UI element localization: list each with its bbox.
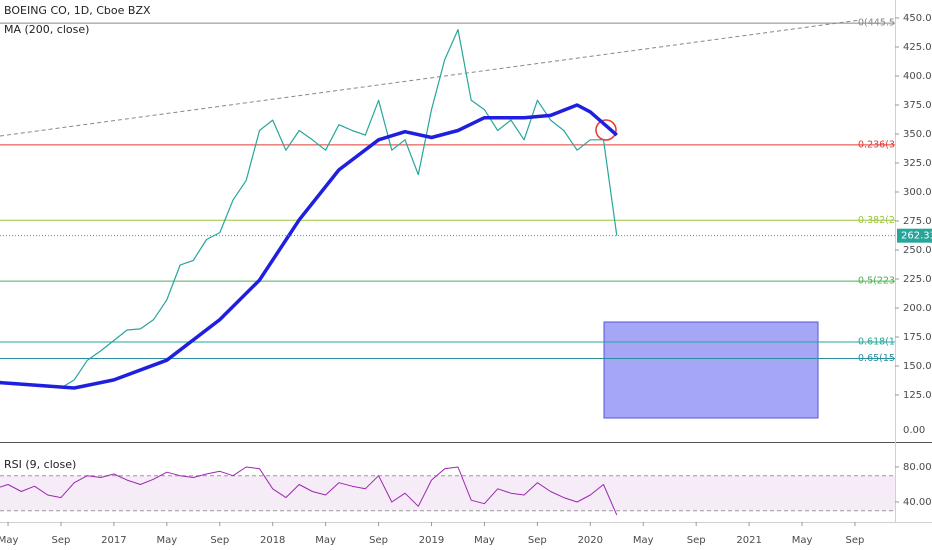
rsi-title: RSI (9, close) xyxy=(4,458,76,471)
fib-label: 0(445.53) xyxy=(858,18,905,29)
x-tick-label: Sep xyxy=(528,535,547,546)
y-tick-label: 200.00 xyxy=(903,303,932,314)
trend-line xyxy=(0,19,861,137)
fib-label: 0.65(156.47) xyxy=(858,353,920,364)
y-tick-label: 250.00 xyxy=(903,245,932,256)
y-tick-label: 300.00 xyxy=(903,187,932,198)
x-tick-label: May xyxy=(474,535,495,546)
y-tick-label: 175.00 xyxy=(903,332,932,343)
y-tick-label: 425.00 xyxy=(903,42,932,53)
y-tick-label: 150.00 xyxy=(903,361,932,372)
rsi-band xyxy=(0,475,895,511)
drawings xyxy=(0,19,861,419)
x-tick-label: 2021 xyxy=(736,535,761,546)
y-tick-label: 325.00 xyxy=(903,158,932,169)
y-tick-label: 400.00 xyxy=(903,71,932,82)
x-tick-label: 2017 xyxy=(101,535,126,546)
x-tick-label: May xyxy=(156,535,177,546)
x-tick-label: Sep xyxy=(52,535,71,546)
fib-label: 0.618(170.7 xyxy=(858,336,916,347)
series-line xyxy=(0,466,618,516)
series-line xyxy=(0,103,618,390)
fib-label: 0.236(340.58 xyxy=(858,139,922,150)
y-tick-label: 225.00 xyxy=(903,274,932,285)
x-tick-label: 2020 xyxy=(578,535,603,546)
scale-label: 0.00 xyxy=(903,425,925,436)
x-tick-label: May xyxy=(633,535,654,546)
plot-layer: 0(445.53) 0.236(340.58 0.382(275.6 0.5(223.… xyxy=(0,18,922,516)
fib-label: 0.5(223.18) xyxy=(858,276,914,287)
x-tick-label: 2019 xyxy=(419,535,444,546)
x-tick-label: May xyxy=(315,535,336,546)
chart-title: BOEING CO, 1D, Cboe BZX xyxy=(4,4,151,17)
y-tick-label: 375.00 xyxy=(903,100,932,111)
x-tick-label: Sep xyxy=(687,535,706,546)
legend-entry: MA (200, close) xyxy=(4,23,89,36)
y-tick-label: 80.00 xyxy=(903,462,932,473)
pane: 0(445.53) 0.236(340.58 0.382(275.6 0.5(223.… xyxy=(0,18,922,390)
x-tick-label: 2018 xyxy=(260,535,285,546)
y-tick-label: 125.00 xyxy=(903,390,932,401)
x-tick-label: Sep xyxy=(210,535,229,546)
x-tick-label: Sep xyxy=(846,535,865,546)
highlight-circle xyxy=(595,119,617,141)
y-tick-label: 450.00 xyxy=(903,13,932,24)
pane xyxy=(0,466,895,516)
x-tick-label: Sep xyxy=(369,535,388,546)
last-price-label: 262.33 xyxy=(901,231,932,242)
last-price-box xyxy=(897,228,932,243)
y-tick-label: 350.00 xyxy=(903,129,932,140)
series-line xyxy=(0,29,618,389)
fib-label: 0.382(275.6 xyxy=(858,215,916,226)
y-tick-label: 40.00 xyxy=(903,497,932,508)
y-tick-label: 275.00 xyxy=(903,216,932,227)
x-tick-label: May xyxy=(792,535,813,546)
x-tick-label: May xyxy=(0,535,18,546)
target-zone xyxy=(603,321,819,419)
